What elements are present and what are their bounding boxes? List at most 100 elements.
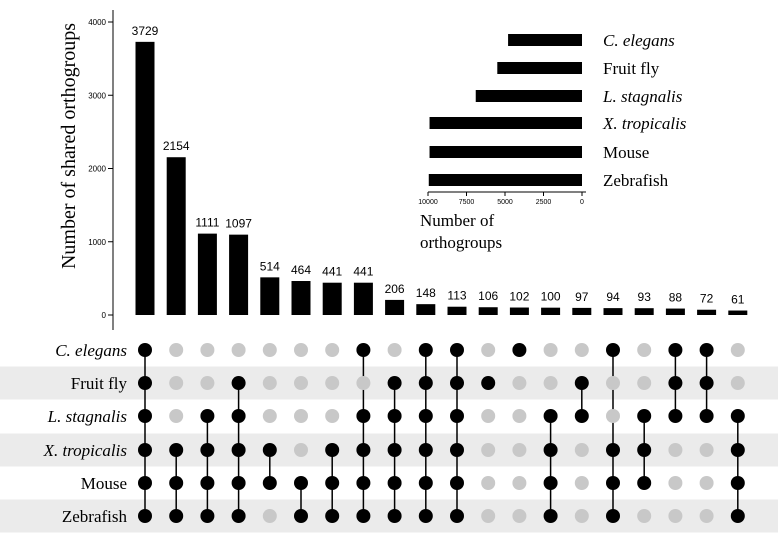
- matrix-dot-inactive: [730, 343, 745, 357]
- matrix-dot-inactive: [200, 376, 215, 390]
- matrix-dot-active: [294, 476, 308, 490]
- matrix-dot-inactive: [262, 376, 277, 390]
- matrix-dot-inactive: [481, 509, 496, 523]
- intersection-bar: [197, 233, 217, 315]
- intersection-bar: [572, 307, 592, 315]
- intersection-bars: [135, 41, 748, 316]
- matrix-dot-active: [138, 343, 152, 357]
- intersection-bar-label: 94: [606, 290, 620, 304]
- matrix-dot-active: [387, 376, 402, 390]
- matrix-dot-active: [668, 376, 683, 390]
- set-size-bar: [429, 146, 582, 158]
- intersection-bar: [322, 282, 342, 315]
- y-tick-label: 0: [102, 311, 107, 320]
- intersection-bar-label: 61: [731, 293, 745, 307]
- set-size-bar: [497, 62, 582, 74]
- matrix-dot-active: [450, 509, 464, 523]
- matrix-dot-active: [231, 476, 246, 490]
- intersection-y-axis: 0 1000 2000 3000 4000: [88, 10, 114, 330]
- matrix-dot-inactive: [387, 343, 402, 357]
- matrix-dot-active: [730, 443, 745, 457]
- matrix-row-labels: C. elegans Fruit fly L. stagnalis X. tropic…: [43, 341, 128, 526]
- matrix-dot-inactive: [512, 409, 527, 423]
- y-tick-label: 4000: [88, 18, 106, 27]
- matrix-dot-active: [481, 376, 496, 390]
- matrix-dot-active: [262, 476, 277, 490]
- matrix-dot-active: [418, 476, 433, 490]
- matrix-dot-inactive: [668, 443, 683, 457]
- matrix-dot-active: [450, 376, 464, 390]
- intersection-bar-label: 2154: [163, 139, 190, 153]
- set-size-bar: [508, 34, 582, 46]
- matrix-dot-active: [169, 443, 184, 457]
- matrix-dot-inactive: [574, 343, 589, 357]
- matrix-dot-inactive: [356, 376, 371, 390]
- matrix-dot-inactive: [294, 409, 308, 423]
- matrix-dot-active: [418, 443, 433, 457]
- intersection-bar-label: 88: [669, 291, 683, 305]
- matrix-dot-active: [356, 443, 371, 457]
- matrix-dot-active: [574, 409, 589, 423]
- matrix-dot-inactive: [325, 376, 340, 390]
- intersection-bar: [291, 281, 311, 315]
- matrix-dot-inactive: [262, 509, 277, 523]
- intersection-bar: [728, 310, 748, 315]
- intersection-bar: [135, 41, 155, 316]
- matrix-dot-active: [325, 476, 340, 490]
- intersection-bar-label: 102: [509, 290, 529, 304]
- matrix-dot-inactive: [169, 409, 184, 423]
- matrix-dot-active: [387, 443, 402, 457]
- intersection-bar: [541, 307, 561, 315]
- set-labels: C. elegans Fruit fly L. stagnalis X. tropic…: [602, 31, 687, 190]
- matrix-dot-inactive: [637, 509, 652, 523]
- set-label: C. elegans: [603, 31, 675, 50]
- matrix-dot-inactive: [606, 376, 620, 390]
- intersection-y-axis-label: Number of shared orthogroups: [58, 23, 80, 269]
- intersection-bar-label: 113: [447, 289, 466, 303]
- matrix-row-label: Zebrafish: [62, 507, 128, 526]
- intersection-bar: [353, 282, 373, 315]
- intersection-bar: [166, 157, 186, 315]
- matrix-dot-active: [637, 476, 652, 490]
- matrix-dot-inactive: [637, 343, 652, 357]
- set-axis-tick-label: 0: [580, 199, 584, 206]
- matrix-dot-active: [356, 409, 371, 423]
- matrix-dot-active: [699, 409, 714, 423]
- matrix-dot-active: [200, 476, 215, 490]
- intersection-bar: [665, 308, 685, 315]
- matrix-dot-inactive: [262, 409, 277, 423]
- membership-matrix: [138, 343, 745, 523]
- intersection-bar-label: 93: [638, 290, 652, 304]
- matrix-dot-active: [418, 409, 433, 423]
- matrix-dot-active: [138, 376, 152, 390]
- matrix-dot-active: [450, 476, 464, 490]
- matrix-dot-active: [606, 443, 620, 457]
- matrix-dot-active: [699, 343, 714, 357]
- matrix-row-label: Fruit fly: [71, 374, 128, 393]
- matrix-dot-inactive: [512, 443, 527, 457]
- matrix-dot-active: [200, 509, 215, 523]
- matrix-dot-inactive: [699, 476, 714, 490]
- matrix-dot-active: [262, 443, 277, 457]
- matrix-dot-inactive: [481, 443, 496, 457]
- matrix-dot-active: [356, 509, 371, 523]
- matrix-dot-active: [543, 509, 558, 523]
- set-axis-tick-label: 5000: [497, 199, 513, 206]
- intersection-bar-label: 72: [700, 292, 714, 306]
- set-size-bars: [428, 34, 582, 186]
- matrix-dot-inactive: [325, 343, 340, 357]
- matrix-dot-active: [450, 343, 464, 357]
- matrix-dot-inactive: [637, 376, 652, 390]
- set-axis-tick-label: 10000: [418, 199, 438, 206]
- matrix-dot-inactive: [512, 476, 527, 490]
- set-axis-tick-label: 7500: [459, 199, 475, 206]
- matrix-dot-inactive: [231, 343, 246, 357]
- matrix-dot-inactive: [730, 376, 745, 390]
- matrix-dot-active: [543, 409, 558, 423]
- intersection-bar-label: 148: [416, 286, 436, 300]
- matrix-dot-inactive: [481, 476, 496, 490]
- intersection-bar: [509, 307, 529, 315]
- set-label: Mouse: [603, 143, 649, 162]
- matrix-dot-inactive: [668, 476, 683, 490]
